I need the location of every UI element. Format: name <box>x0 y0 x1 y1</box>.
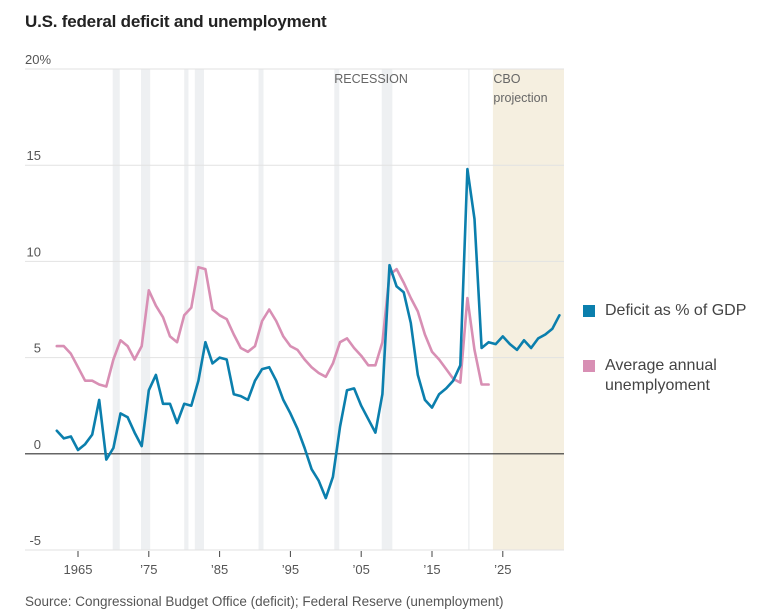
chart-title: U.S. federal deficit and unemployment <box>25 12 327 31</box>
x-tick-label: ’85 <box>211 562 228 577</box>
x-tick-label: ’05 <box>353 562 370 577</box>
x-tick-label: ’95 <box>282 562 299 577</box>
series-layer <box>55 167 561 500</box>
x-tick-label: 1965 <box>64 562 93 577</box>
y-tick-label: 0 <box>34 437 41 452</box>
y-tick-label: 10 <box>27 244 41 259</box>
legend-label-deficit: Deficit as % of GDP <box>605 302 747 319</box>
y-tick-label: 15 <box>27 148 41 163</box>
x-tick-label: ’75 <box>140 562 157 577</box>
annotation-layer: RECESSION CBO projection <box>334 72 547 105</box>
x-axis: 1965 ’75 ’85 ’95 ’05 ’15 ’25 <box>64 551 511 577</box>
source-note: Source: Congressional Budget Office (def… <box>25 594 504 609</box>
legend-swatch-deficit <box>583 305 595 317</box>
legend-label-unemployment-line1: Average annual <box>605 357 717 374</box>
recession-band <box>258 69 264 550</box>
x-tick-label: ’15 <box>423 562 440 577</box>
recession-band <box>184 69 189 550</box>
x-tick-label: ’25 <box>494 562 511 577</box>
band-layer <box>112 69 564 550</box>
y-tick-label: 20% <box>25 52 51 67</box>
projection-label-line2: projection <box>493 91 547 105</box>
y-tick-label: -5 <box>29 533 41 548</box>
legend-label-unemployment-line2: unemplyoment <box>605 377 710 394</box>
recession-band <box>334 69 340 550</box>
legend-swatch-unemployment <box>583 360 595 372</box>
recession-band <box>194 69 205 550</box>
recession-band <box>112 69 120 550</box>
deficit-line <box>55 167 561 500</box>
projection-band <box>492 69 564 550</box>
recession-label: RECESSION <box>334 72 408 86</box>
y-tick-label: 5 <box>34 341 41 356</box>
unemployment-line <box>55 265 490 388</box>
grid-layer: 20% 15 10 5 0 -5 <box>25 52 564 551</box>
projection-label-line1: CBO <box>493 72 520 86</box>
